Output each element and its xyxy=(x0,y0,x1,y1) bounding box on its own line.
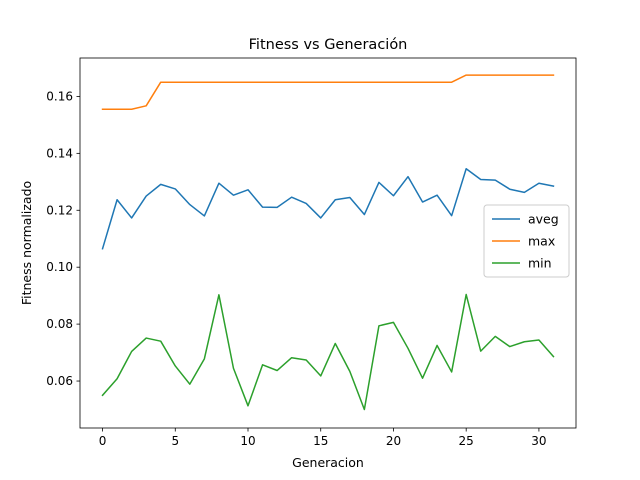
x-tick-label: 0 xyxy=(99,434,107,448)
y-axis-label: Fitness normalizado xyxy=(19,181,34,305)
y-tick-label: 0.16 xyxy=(46,89,73,103)
y-tick-label: 0.12 xyxy=(46,203,73,217)
x-tick-label: 25 xyxy=(459,434,474,448)
plot-frame xyxy=(79,57,577,429)
x-tick-label: 15 xyxy=(313,434,328,448)
x-tick-label: 10 xyxy=(240,434,255,448)
x-axis-ticks: 0 5 10 15 20 25 30 xyxy=(99,428,547,448)
y-tick-label: 0.10 xyxy=(46,260,73,274)
y-tick-label: 0.14 xyxy=(46,146,73,160)
series-layer xyxy=(101,74,555,411)
y-tick-label: 0.08 xyxy=(46,317,73,331)
series-line-aveg xyxy=(101,167,555,250)
series-line-min xyxy=(101,293,555,411)
legend-label-aveg: aveg xyxy=(528,212,559,227)
series-line-max xyxy=(101,74,555,110)
y-axis-ticks: 0.06 0.08 0.10 0.12 0.14 0.16 xyxy=(46,89,80,388)
chart-title: Fitness vs Generación xyxy=(249,37,408,53)
x-tick-label: 30 xyxy=(531,434,546,448)
x-tick-label: 5 xyxy=(171,434,179,448)
y-tick-label: 0.06 xyxy=(46,374,73,388)
legend: aveg max min xyxy=(483,204,570,278)
x-axis-label: Generacion xyxy=(292,455,364,470)
legend-box xyxy=(483,204,570,278)
legend-label-max: max xyxy=(528,234,555,249)
x-tick-label: 20 xyxy=(386,434,401,448)
legend-label-min: min xyxy=(528,256,552,271)
